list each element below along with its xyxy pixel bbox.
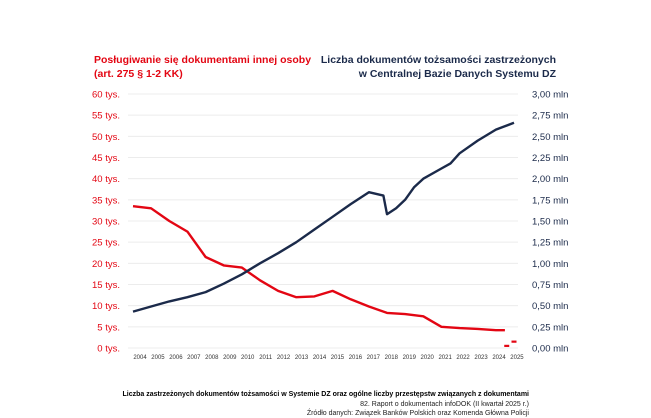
x-tick-label: 2019: [403, 355, 417, 361]
right-tick-label: 0,25 mln: [532, 322, 568, 333]
x-tick-label: 2014: [313, 355, 327, 361]
x-tick-label: 2009: [223, 355, 237, 361]
x-tick-label: 2005: [151, 355, 165, 361]
x-tick-label: 2007: [187, 355, 201, 361]
right-tick-label: 3,00 mln: [532, 90, 568, 101]
left-tick-label: 60 tys.: [92, 90, 120, 101]
left-tick-label: 45 tys.: [92, 153, 120, 164]
right-tick-label: 1,50 mln: [532, 217, 568, 228]
right-tick-label: 2,75 mln: [532, 111, 568, 122]
right-tick-label: 1,00 mln: [532, 259, 568, 270]
x-tick-label: 2004: [133, 355, 147, 361]
right-tick-label: 2,50 mln: [532, 132, 568, 143]
x-tick-label: 2021: [438, 355, 452, 361]
left-tick-label: 5 tys.: [97, 322, 120, 333]
x-tick-label: 2020: [421, 355, 435, 361]
x-tick-label: 2015: [331, 355, 345, 361]
left-title-line1: Posługiwanie się dokumentami innej osoby: [94, 54, 312, 66]
right-tick-label: 2,25 mln: [532, 153, 568, 164]
right-title-line2: w Centralnej Bazie Danych Systemu DZ: [358, 68, 556, 80]
left-tick-label: 50 tys.: [92, 132, 120, 143]
x-tick-label: 2017: [367, 355, 381, 361]
left-tick-label: 20 tys.: [92, 259, 120, 270]
right-tick-label: 1,75 mln: [532, 195, 568, 206]
x-tick-label: 2024: [492, 355, 506, 361]
series-line-right: [132, 121, 515, 313]
left-tick-label: 15 tys.: [92, 280, 120, 291]
left-tick-label: 30 tys.: [92, 217, 120, 228]
x-tick-label: 2011: [259, 355, 273, 361]
x-tick-label: 2008: [205, 355, 219, 361]
left-tick-label: 10 tys.: [92, 301, 120, 312]
right-tick-label: 2,00 mln: [532, 174, 568, 185]
left-tick-label: 25 tys.: [92, 238, 120, 249]
x-tick-label: 2018: [385, 355, 399, 361]
right-tick-label: 0,75 mln: [532, 280, 568, 291]
right-title-line1: Liczba dokumentów tożsamości zastrzeżony…: [320, 54, 556, 66]
left-tick-label: 0 tys.: [97, 344, 120, 355]
report-label: 82. Raport o dokumentach infoDOK (II kwa…: [360, 401, 529, 408]
x-tick-label: 2010: [241, 355, 255, 361]
right-tick-label: 0,00 mln: [532, 344, 568, 355]
right-tick-label: 1,25 mln: [532, 238, 568, 249]
caption: Liczba zastrzeżonych dokumentów tożsamoś…: [122, 391, 529, 398]
series-line-left: [132, 205, 505, 332]
x-tick-label: 2016: [349, 355, 363, 361]
left-tick-label: 35 tys.: [92, 195, 120, 206]
left-tick-label: 55 tys.: [92, 111, 120, 122]
x-tick-label: 2012: [277, 355, 291, 361]
left-tick-label: 40 tys.: [92, 174, 120, 185]
x-tick-label: 2013: [295, 355, 309, 361]
x-tick-label: 2025: [510, 355, 524, 361]
x-tick-label: 2006: [169, 355, 183, 361]
x-tick-label: 2022: [456, 355, 470, 361]
source-label: Źródło danych: Związek Banków Polskich o…: [306, 410, 529, 417]
x-tick-label: 2023: [474, 355, 488, 361]
left-axis-title: Posługiwanie się dokumentami innej osoby…: [94, 53, 311, 81]
left-title-line2: (art. 275 § 1-2 KK): [94, 68, 183, 80]
right-tick-label: 0,50 mln: [532, 301, 568, 312]
right-axis-title: Liczba dokumentów tożsamości zastrzeżony…: [321, 53, 556, 81]
